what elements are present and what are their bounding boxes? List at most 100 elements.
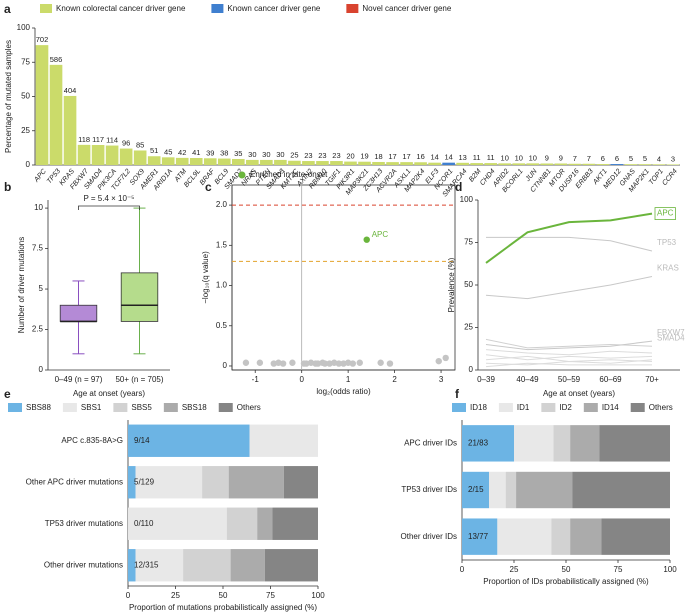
bar [582,163,596,165]
point [256,359,264,366]
legend-swatch [346,4,359,13]
value-label: 19 [360,152,368,161]
legend-swatch [113,403,128,412]
bar [77,144,91,165]
bar [456,162,469,165]
bar-segment [230,549,265,582]
bar-segment [135,466,203,499]
bar [400,162,413,165]
panel-label: c [205,180,212,194]
bar [428,162,441,165]
value-label: 42 [178,148,186,157]
legend-label: SBS88 [26,403,51,412]
bar-segment [601,518,670,555]
point [289,359,296,366]
y-tick-label: 100 [460,195,474,204]
point [435,357,442,365]
bar [35,45,49,165]
bar [610,164,624,165]
bar [652,164,666,165]
x-tick-label: 3 [439,375,444,384]
x-tick-label: 70+ [645,375,659,384]
legend-label: Known colorectal cancer driver gene [56,4,186,13]
x-tick-label: 50–59 [558,375,581,384]
bar-label: 5/129 [134,477,155,486]
value-label: 10 [515,153,523,162]
point [321,360,329,367]
bar [302,161,315,165]
legend-label: Others [649,403,673,412]
bar-segment [183,549,231,582]
point [442,354,449,362]
bar [175,157,189,165]
y-tick-label: Other driver IDs [401,532,457,541]
x-tick-label: 25 [171,591,180,600]
x-axis-label: log₂(odds ratio) [316,387,371,396]
y-tick-label: 2.5 [32,325,44,334]
legend-label: ID1 [517,403,530,412]
series-label: TP53 [657,238,677,247]
legend-swatch [541,403,556,412]
bar [133,150,147,165]
panel-label: e [4,387,11,401]
x-tick-label: 50+ (n = 705) [115,375,163,384]
y-tick-label: 25 [464,323,473,332]
value-label: 17 [388,152,396,161]
plot-frame [231,184,456,371]
bar-segment [128,507,227,540]
value-label: 30 [276,150,284,159]
value-label: 30 [248,150,256,159]
legend-swatch [498,403,513,412]
y-tick-label: 1.0 [216,281,228,290]
value-label: 13 [458,153,466,162]
y-tick-label: 7.5 [32,244,44,253]
bar-segment [272,507,318,540]
bar [260,159,273,165]
x-tick-label: 0 [460,565,465,574]
x-tick-label: CCR4 [661,168,679,187]
y-tick-label: 1.5 [216,240,228,249]
legend-label: Enriched in late-onset [250,170,328,179]
y-tick-label: 0 [223,361,228,370]
bar [414,162,427,165]
x-tick-label: 75 [614,565,623,574]
value-label: 11 [473,153,481,162]
legend-label: SBS5 [131,403,152,412]
annotation: P = 5.4 × 10⁻⁵ [84,194,135,203]
bar [596,164,610,165]
bar-segment [505,471,517,509]
bar [49,64,63,165]
value-label: 7 [587,154,591,163]
x-axis-label: Age at onset (years) [73,389,145,398]
legend-swatch [8,403,22,412]
bar-label: 12/315 [134,560,159,569]
value-label: 45 [164,147,172,156]
x-axis-label: Proportion of mutations probabilisticall… [129,603,317,612]
bracket [78,205,140,210]
legend-swatch [452,403,466,412]
value-label: 5 [643,154,647,163]
y-tick-label: 50 [21,92,30,101]
bar-label: 21/83 [468,438,489,447]
bar [203,158,217,165]
value-label: 23 [304,151,312,160]
value-label: 5 [629,154,633,163]
bar [344,161,357,165]
bar-segment [462,471,490,509]
x-tick-label: 0 [126,591,131,600]
bar [540,163,554,165]
y-tick-label: 0 [26,160,31,169]
y-tick-label: 0.5 [216,321,228,330]
bar-segment [228,466,284,499]
bar-segment [570,425,600,462]
x-axis-label: Proportion of IDs probabilistically assi… [483,577,649,586]
y-tick-label: APC driver IDs [404,438,457,447]
bar-label: 13/77 [468,532,489,541]
bar-segment [135,549,184,582]
y-tick-label: 25 [21,126,30,135]
line [485,354,653,361]
value-label: 35 [234,149,242,158]
bar [568,163,582,165]
x-axis-label: Age at onset (years) [543,389,615,398]
point [386,360,394,367]
